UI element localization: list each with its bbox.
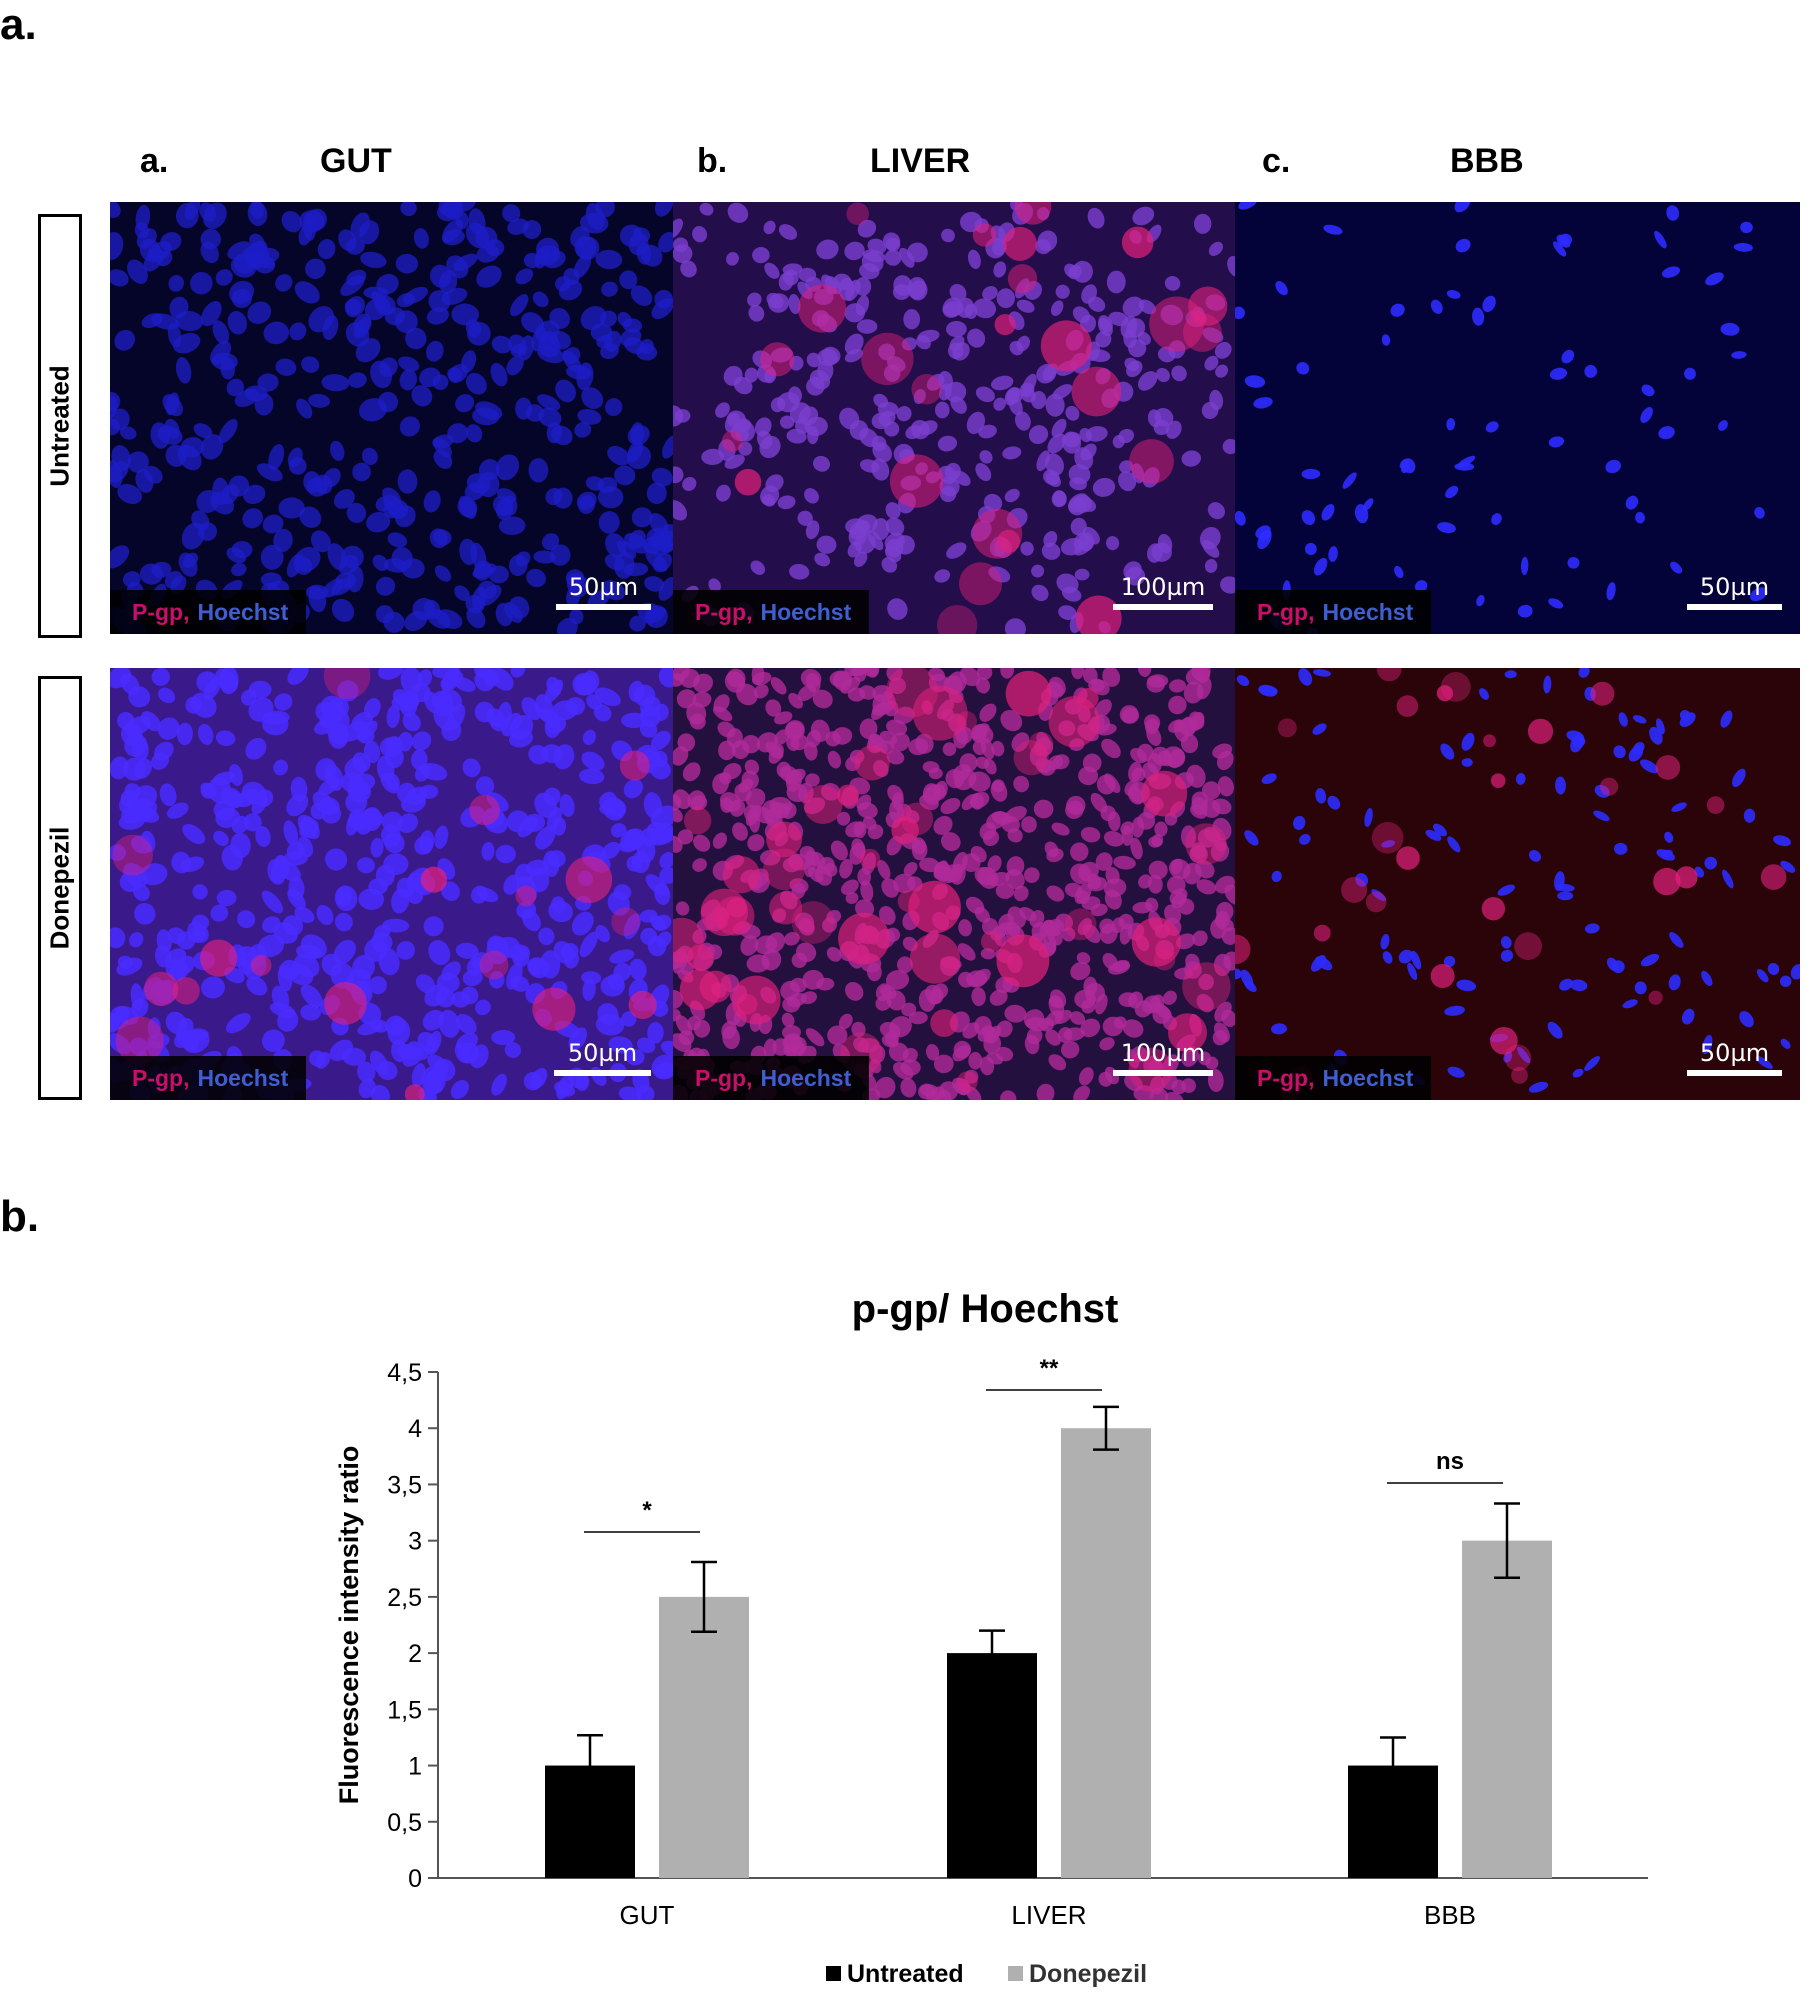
x-tick-label: LIVER: [1011, 1900, 1086, 1930]
bar-donepezil-liver: [1061, 1428, 1151, 1878]
scale-bar-line: [556, 604, 651, 610]
panel-b-label: b.: [0, 1192, 40, 1241]
stain-label: P-gp, Hoechst: [1235, 590, 1432, 634]
bar-donepezil-gut: [659, 1596, 749, 1878]
stain-label-pgp: P-gp,: [132, 1064, 190, 1091]
row-label-box-donepezil: Donepezil: [38, 676, 82, 1100]
bar-chart-svg: p-gp/ Hoechst Fluorescence intensity rati…: [334, 1287, 1648, 1988]
stain-label-hoechst: Hoechst: [1322, 1064, 1414, 1091]
legend-swatch-untreated: [826, 1966, 841, 1981]
y-tick-label: 4: [408, 1415, 422, 1443]
stain-label: P-gp, Hoechst: [110, 590, 307, 634]
micrograph-gut-untreated: P-gp, Hoechst 50µm: [110, 202, 673, 634]
row-label-untreated: Untreated: [44, 365, 75, 487]
scale-bar-label: 50µm: [568, 573, 639, 601]
legend-label-untreated: Untreated: [847, 1960, 964, 1988]
significance-label: ns: [1436, 1448, 1464, 1475]
scale-bar-label: 100µm: [1120, 573, 1206, 601]
scale-bar: 50µm: [1687, 1039, 1782, 1076]
micrograph-gut-donepezil: P-gp, Hoechst 50µm: [110, 668, 673, 1100]
column-title-liver: LIVER: [870, 142, 971, 180]
y-tick-label: 0: [408, 1865, 422, 1893]
scale-bar: 50µm: [1687, 573, 1782, 610]
scale-bar: 100µm: [1113, 1039, 1213, 1076]
scale-bar-label: 100µm: [1120, 1039, 1206, 1067]
stain-label-pgp: P-gp,: [695, 1064, 753, 1091]
panel-a-label: a.: [0, 0, 37, 49]
micrograph-bbb-untreated: P-gp, Hoechst 50µm: [1235, 202, 1800, 634]
stain-label-hoechst: Hoechst: [1322, 598, 1414, 625]
scale-bar-label: 50µm: [567, 1039, 638, 1067]
stain-label-pgp: P-gp,: [132, 598, 190, 625]
scale-bar: 100µm: [1113, 573, 1213, 610]
row-label-donepezil: Donepezil: [44, 826, 75, 950]
scale-bar-label: 50µm: [1699, 573, 1770, 601]
x-tick-label: GUT: [620, 1900, 675, 1930]
y-tick-label: 2: [408, 1640, 422, 1668]
scale-bar-line: [1113, 1070, 1213, 1076]
stain-label: P-gp, Hoechst: [1235, 1056, 1432, 1100]
stain-label: P-gp, Hoechst: [110, 1056, 307, 1100]
significance-label: *: [642, 1497, 652, 1524]
stain-label-pgp: P-gp,: [695, 598, 753, 625]
micrograph-liver-donepezil: P-gp, Hoechst 100µm: [673, 668, 1235, 1100]
stain-label-hoechst: Hoechst: [760, 598, 852, 625]
significance-label: **: [1040, 1355, 1059, 1382]
x-tick-label: BBB: [1424, 1900, 1476, 1930]
bar-chart: p-gp/ Hoechst Fluorescence intensity rati…: [0, 1260, 1809, 1998]
y-tick-label: 0,5: [387, 1809, 422, 1837]
scale-bar-line: [554, 1070, 651, 1076]
stain-label-hoechst: Hoechst: [197, 1064, 289, 1091]
row-label-box-untreated: Untreated: [38, 214, 82, 638]
y-tick-label: 1: [408, 1753, 422, 1781]
stain-label: P-gp, Hoechst: [673, 590, 870, 634]
scale-bar-label: 50µm: [1699, 1039, 1770, 1067]
y-tick-label: 3: [408, 1528, 422, 1556]
scale-bar-line: [1687, 604, 1782, 610]
stain-label-pgp: P-gp,: [1257, 1064, 1315, 1091]
column-title-gut: GUT: [320, 142, 392, 180]
legend-label-donepezil: Donepezil: [1029, 1960, 1147, 1988]
bar-donepezil-bbb: [1462, 1540, 1552, 1878]
y-tick-label: 4,5: [387, 1359, 422, 1387]
scale-bar: 50µm: [554, 1039, 651, 1076]
column-title-bbb: BBB: [1450, 142, 1524, 180]
stain-label-pgp: P-gp,: [1257, 598, 1315, 625]
column-letter-bbb: c.: [1262, 142, 1291, 180]
stain-label-hoechst: Hoechst: [197, 598, 289, 625]
y-axis-label: Fluorescence intensity ratio: [334, 1446, 364, 1805]
micrograph-liver-untreated: P-gp, Hoechst 100µm: [673, 202, 1235, 634]
column-letter-liver: b.: [697, 142, 728, 180]
scale-bar: 50µm: [556, 573, 651, 610]
y-tick-label: 3,5: [387, 1471, 422, 1499]
y-tick-label: 1,5: [387, 1696, 422, 1724]
legend-swatch-donepezil: [1008, 1966, 1023, 1981]
bar-untreated-liver: [947, 1653, 1037, 1878]
micrograph-bbb-donepezil: P-gp, Hoechst 50µm: [1235, 668, 1800, 1100]
scale-bar-line: [1687, 1070, 1782, 1076]
stain-label: P-gp, Hoechst: [673, 1056, 870, 1100]
stain-label-hoechst: Hoechst: [760, 1064, 852, 1091]
column-letter-gut: a.: [140, 142, 169, 180]
y-tick-label: 2,5: [387, 1584, 422, 1612]
scale-bar-line: [1113, 604, 1213, 610]
chart-title: p-gp/ Hoechst: [852, 1287, 1119, 1331]
